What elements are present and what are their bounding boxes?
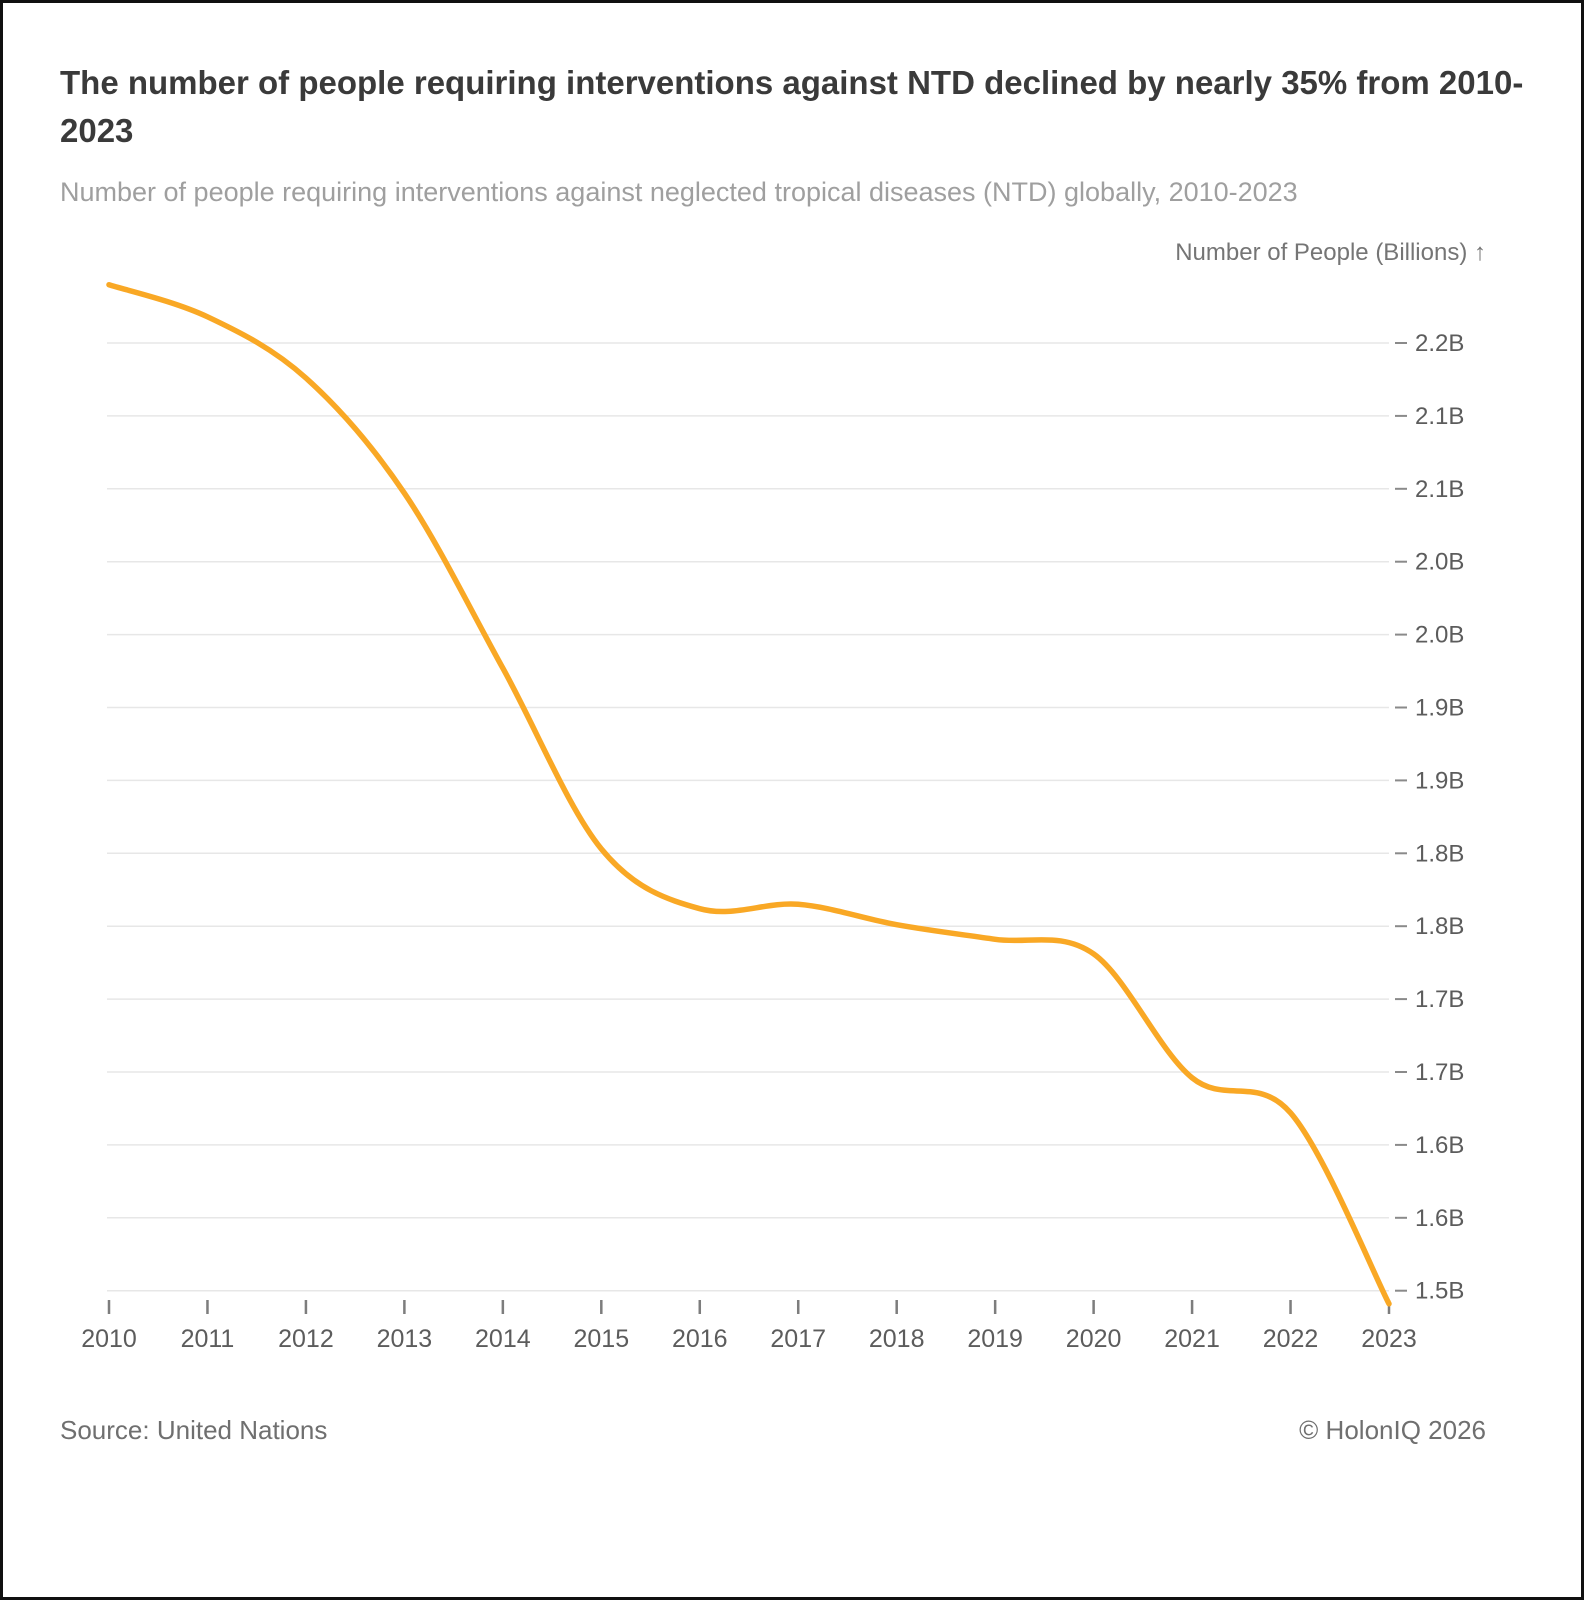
y-tick-label: 1.5B [1415, 1278, 1464, 1305]
x-tick-label: 2020 [1066, 1325, 1122, 1353]
trend-line [106, 281, 1392, 1307]
y-tick-label: 1.6B [1415, 1205, 1464, 1232]
y-tick-label: 2.1B [1415, 476, 1464, 503]
chart-title: The number of people requiring intervent… [60, 64, 1524, 149]
x-tick-label: 2021 [1164, 1325, 1220, 1353]
y-tick-label: 1.8B [1415, 913, 1464, 940]
x-tick-label: 2013 [377, 1325, 433, 1353]
source-attribution: Source: United Nations [60, 1415, 328, 1445]
x-tick-label: 2011 [181, 1325, 235, 1353]
x-tick-label: 2017 [770, 1325, 826, 1353]
y-tick-label: 2.0B [1415, 549, 1464, 576]
x-tick-label: 2018 [869, 1325, 925, 1353]
y-tick-label: 1.8B [1415, 840, 1464, 867]
x-tick-label: 2022 [1263, 1325, 1319, 1353]
chart-subtitle: Number of people requiring interventions… [60, 177, 1298, 207]
y-tick-label: 2.0B [1415, 622, 1464, 649]
x-tick-label: 2014 [475, 1325, 531, 1353]
y-tick-label: 1.9B [1415, 767, 1464, 794]
x-tick-label: 2010 [81, 1325, 137, 1353]
x-tick-label: 2023 [1361, 1325, 1417, 1353]
y-tick-label: 2.1B [1415, 403, 1464, 430]
y-tick-label: 1.7B [1415, 986, 1464, 1013]
y-tick-label: 1.9B [1415, 695, 1464, 722]
x-tick-label: 2012 [278, 1325, 334, 1353]
y-tick-label: 2.2B [1415, 330, 1464, 357]
x-tick-label: 2015 [573, 1325, 629, 1353]
y-tick-label: 1.6B [1415, 1132, 1464, 1159]
x-tick-label: 2016 [672, 1325, 728, 1353]
y-tick-label: 1.7B [1415, 1059, 1464, 1086]
ntd-line-chart: 2.2B 2.1B 2.1B 2.0B 2.0B 1.9B 1.9B 1.8B 1.8B 1.7B… [81, 281, 1464, 1353]
x-tick-label: 2019 [967, 1325, 1023, 1353]
y-axis-title: Number of People (Billions) ↑ [1175, 239, 1486, 266]
copyright-notice: © HolonIQ 2026 [1299, 1415, 1486, 1445]
